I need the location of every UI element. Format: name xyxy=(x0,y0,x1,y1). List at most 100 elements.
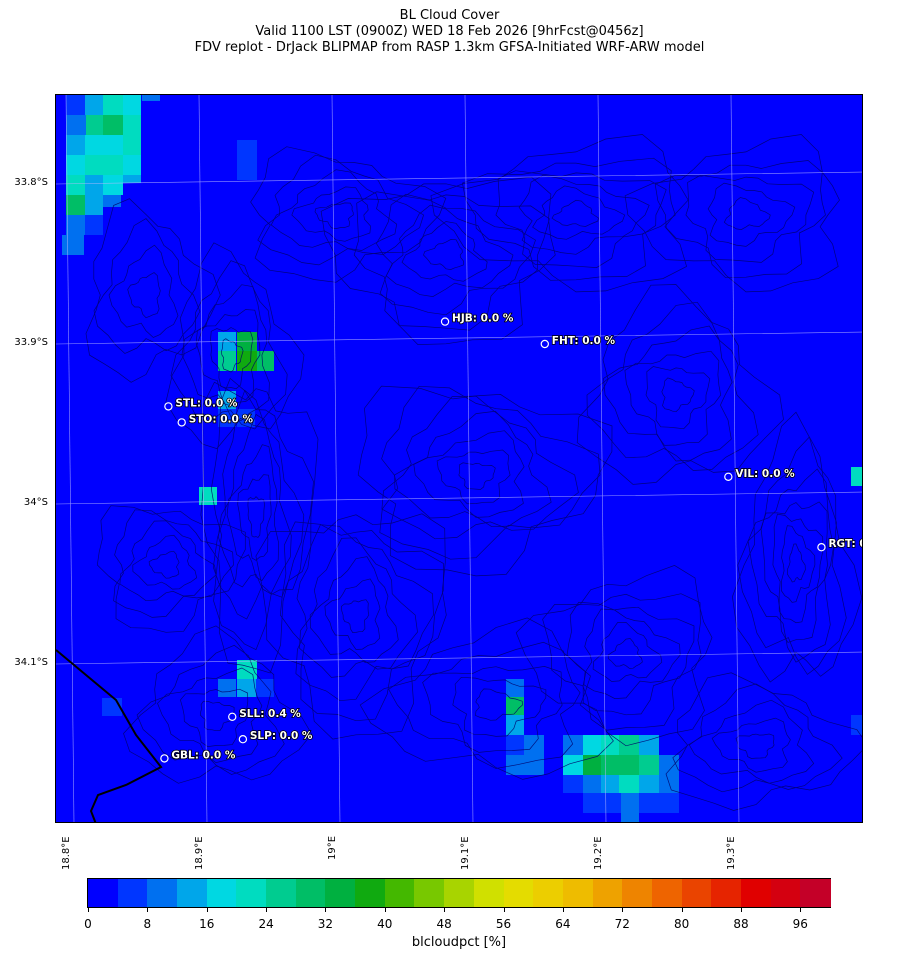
lat-label-34-1: 34.1°S xyxy=(14,657,48,668)
contour-line xyxy=(394,410,552,528)
cloud-cell xyxy=(123,115,141,135)
contour-line xyxy=(780,525,816,603)
contour-line xyxy=(592,621,663,682)
cloud-cell xyxy=(639,793,679,813)
colorbar-tick-label: 72 xyxy=(614,917,630,931)
contour-line xyxy=(772,513,824,624)
cloud-cell xyxy=(85,175,103,195)
station-dot[interactable] xyxy=(177,418,186,427)
contour-line xyxy=(210,377,314,651)
colorbar-segment xyxy=(88,879,119,907)
cloud-cell xyxy=(237,409,255,427)
station-dot[interactable] xyxy=(440,317,450,326)
contour-line xyxy=(515,565,713,747)
contour-line xyxy=(422,666,563,753)
contour-line xyxy=(119,520,217,602)
station-dot[interactable] xyxy=(238,735,248,744)
station-dot[interactable] xyxy=(817,543,826,552)
contour-line xyxy=(495,170,667,268)
station-dot[interactable] xyxy=(160,754,169,763)
station-sll[interactable]: SLL: 0.4 % xyxy=(228,707,302,722)
contour-line xyxy=(576,284,784,485)
contour-line xyxy=(436,449,511,505)
colorbar-segment xyxy=(384,879,416,907)
contour-line xyxy=(735,733,775,759)
contour-line xyxy=(401,221,488,282)
colorbar-segment xyxy=(117,879,148,907)
station-fht[interactable]: FHT: 0.0 % xyxy=(540,334,616,349)
station-dot[interactable] xyxy=(228,712,237,722)
station-stl[interactable]: STL: 0.0 % xyxy=(164,397,239,411)
cloud-cell xyxy=(123,95,141,115)
colorbar-segment xyxy=(800,879,831,907)
cloud-cell xyxy=(256,679,274,697)
colorbar-tick-label: 8 xyxy=(143,917,152,931)
station-label: SLL: 0.4 % xyxy=(239,708,301,720)
contour-line xyxy=(170,260,288,430)
colorbar-segment xyxy=(473,879,505,907)
contour-line xyxy=(257,154,425,266)
cloud-cell xyxy=(66,135,86,155)
station-dot[interactable] xyxy=(164,402,173,411)
station-gbl[interactable]: GBL: 0.0 % xyxy=(160,749,237,763)
colorbar-segment xyxy=(562,879,594,907)
colorbar-tick-label: 56 xyxy=(495,917,512,931)
cloud-cell xyxy=(218,351,236,371)
contour-line xyxy=(665,672,862,811)
station-dot[interactable] xyxy=(724,472,733,481)
cloud-cell xyxy=(103,195,121,207)
contour-line xyxy=(760,501,828,643)
colorbar-segment xyxy=(206,879,237,907)
map-canvas: HJB: 0.0 % FHT: 0.0 % STL: 0.0 % STO: 0.0 %… xyxy=(56,95,863,822)
contour-line xyxy=(607,638,643,669)
cloud-cell xyxy=(66,95,86,115)
colorbar-tick xyxy=(266,908,268,912)
contour-line xyxy=(723,197,771,230)
station-label: SLP: 0.0 % xyxy=(250,730,313,742)
lon-label-18-9: 18.9°E xyxy=(194,836,205,870)
station-label: STO: 0.0 % xyxy=(189,413,254,425)
contour-line xyxy=(787,543,806,583)
cloud-cell xyxy=(583,755,601,775)
lon-gridline xyxy=(331,95,341,822)
cloud-cell xyxy=(601,735,619,755)
colorbar-segment xyxy=(711,879,742,907)
contour-line xyxy=(475,688,523,721)
contour-line xyxy=(357,385,613,577)
cloud-cell xyxy=(563,735,583,755)
colorbar-tick-label: 80 xyxy=(673,917,690,931)
station-hjb[interactable]: HJB: 0.0 % xyxy=(440,312,515,326)
lon-gridline xyxy=(464,95,474,822)
colorbar-segment xyxy=(622,879,653,907)
lat-gridline xyxy=(56,491,862,505)
station-slp[interactable]: SLP: 0.0 % xyxy=(238,729,314,744)
colorbar-tick-label: 88 xyxy=(733,917,749,931)
colorbar-segment xyxy=(414,879,445,907)
colorbar-segment xyxy=(651,879,683,907)
map-plot-area[interactable]: HJB: 0.0 % FHT: 0.0 % STL: 0.0 % STO: 0.0 %… xyxy=(55,94,863,823)
contour-line xyxy=(180,688,249,747)
contour-line xyxy=(93,218,201,354)
station-dot[interactable] xyxy=(540,339,549,349)
station-sto[interactable]: STO: 0.0 % xyxy=(177,413,254,427)
contour-line xyxy=(96,505,246,633)
lon-label-19-3: 19.3°E xyxy=(726,836,737,870)
cloud-cell xyxy=(506,679,524,697)
station-label: FHT: 0.0 % xyxy=(552,335,616,347)
cloud-cell xyxy=(123,175,141,183)
contour-line xyxy=(566,601,695,716)
cloud-cell xyxy=(85,155,123,175)
contour-line xyxy=(132,534,198,590)
colorbar-tick xyxy=(147,908,149,912)
cloud-cell xyxy=(66,115,86,135)
station-vil[interactable]: VIL: 0.0 % xyxy=(724,467,796,481)
station-rgt[interactable]: RGT: 0.0 % xyxy=(817,537,863,552)
cloud-cell xyxy=(103,95,123,115)
cloud-cell xyxy=(851,467,862,486)
contour-line xyxy=(199,700,235,732)
contour-line xyxy=(295,524,434,702)
title-line-2: Valid 1100 LST (0900Z) WED 18 Feb 2026 [… xyxy=(255,24,644,39)
cloud-cell xyxy=(85,115,103,135)
title-line-1: BL Cloud Cover xyxy=(399,8,500,23)
lat-gridline xyxy=(56,171,862,185)
